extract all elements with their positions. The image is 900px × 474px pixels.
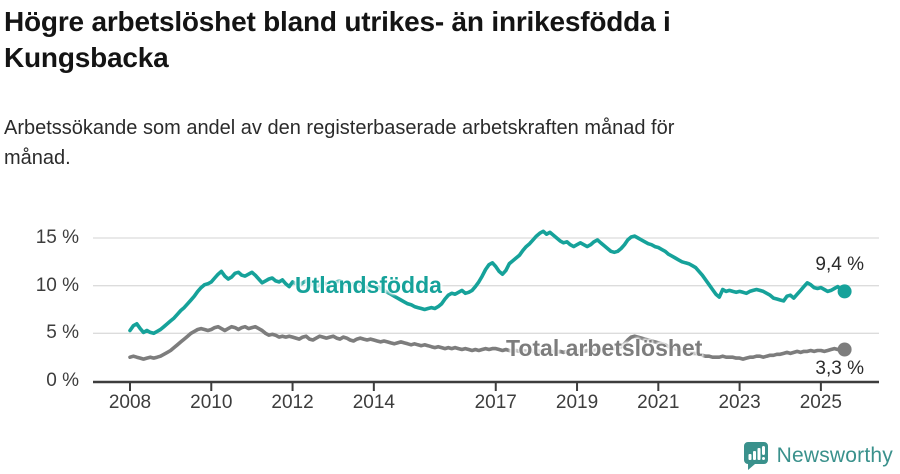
x-tick-label-2012: 2012 [271, 392, 314, 413]
x-tick-label-2025: 2025 [799, 392, 843, 413]
series-end-dot-1 [837, 284, 852, 299]
chart-subtitle: Arbetssökande som andel av den registerb… [4, 113, 824, 173]
x-tick-label-2023: 2023 [718, 392, 761, 413]
end-value-label-total: 3,3 % [815, 358, 864, 379]
series-line-2 [128, 324, 847, 361]
x-tick-label-2014: 2014 [352, 392, 395, 413]
series-line-1 [128, 229, 847, 336]
series-label-total-arbetsloshet: Total arbetslöshet [506, 335, 703, 361]
y-tick-label-10: 10 % [35, 274, 79, 296]
title-line-1: Högre arbetslöshet bland utrikes- än inr… [4, 6, 671, 37]
x-tick-label-2008: 2008 [108, 392, 152, 413]
newsworthy-logo-text: Newsworthy [776, 444, 893, 467]
title-line-2: Kungsbacka [4, 42, 169, 73]
end-value-label-utlandsfodda: 9,4 % [815, 254, 864, 275]
y-tick-label-15: 15 % [35, 227, 79, 248]
y-tick-label-0: 0 % [46, 370, 79, 391]
x-tick-label-2021: 2021 [637, 392, 680, 413]
subtitle-line-1: Arbetssökande som andel av den registerb… [4, 117, 675, 139]
newsworthy-logo-icon [743, 442, 768, 470]
page-title: Högre arbetslöshet bland utrikes- än inr… [4, 4, 864, 76]
y-tick-label-5: 5 % [46, 322, 79, 344]
x-tick-label-2019: 2019 [555, 392, 599, 413]
x-tick-label-2017: 2017 [474, 392, 517, 413]
series-end-dot-2 [837, 342, 852, 357]
subtitle-line-2: månad. [4, 147, 71, 169]
x-tick-label-2010: 2010 [190, 392, 233, 413]
series-label-utlandsfodda: Utlandsfödda [295, 272, 442, 298]
newsworthy-logo: Newsworthy [743, 441, 893, 471]
